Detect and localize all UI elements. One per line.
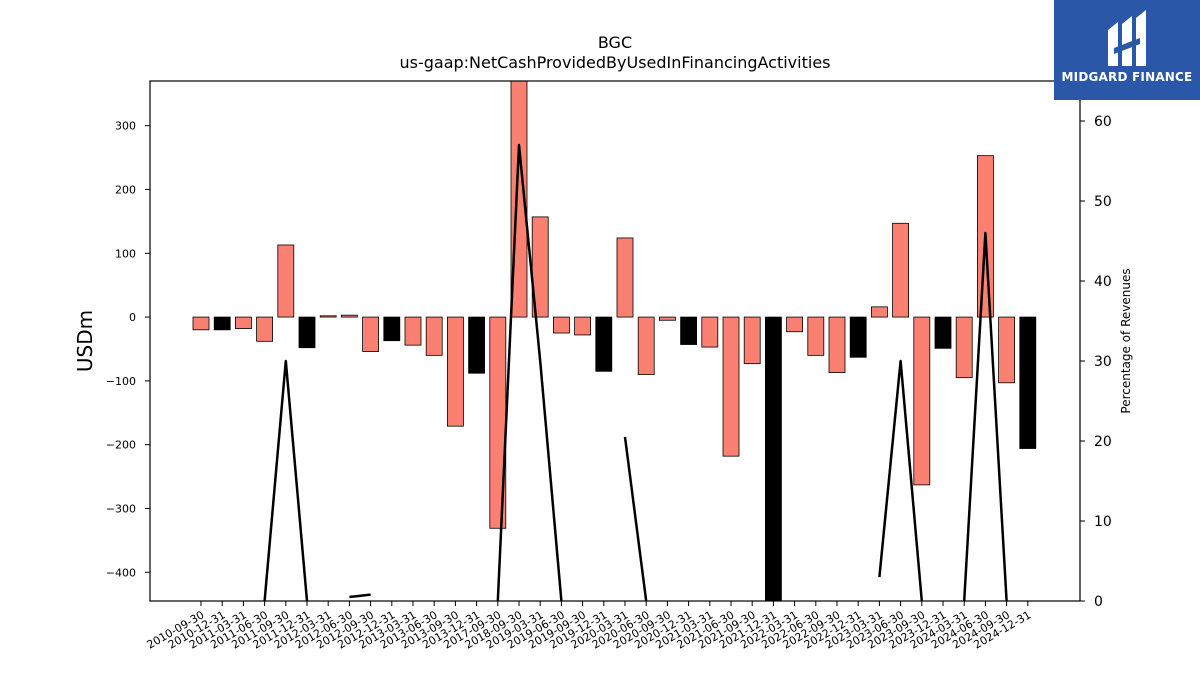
bar	[234, 316, 252, 329]
chart-title: BGC	[598, 33, 632, 52]
x-axis: 2010-09-302010-12-312011-03-312011-06-30…	[145, 601, 1033, 652]
bar	[1019, 316, 1037, 449]
logo-text: MIDGARD FINANCE	[1061, 70, 1193, 84]
bar	[743, 316, 761, 365]
y2-tick-label: 40	[1094, 274, 1112, 290]
bars-group	[192, 81, 1037, 601]
bar	[659, 316, 676, 321]
y-tick-label: −200	[106, 439, 136, 452]
y2-tick-label: 20	[1094, 434, 1112, 450]
bar	[955, 316, 973, 379]
bar	[574, 316, 591, 336]
line-group	[263, 143, 1008, 601]
bar	[680, 316, 697, 345]
bar	[913, 316, 931, 486]
revenue-pct-line	[496, 143, 563, 601]
bar	[701, 316, 719, 348]
bar	[722, 316, 740, 457]
bar	[192, 316, 210, 331]
bar	[998, 316, 1015, 384]
bar	[553, 316, 570, 334]
bar	[595, 316, 613, 372]
bar	[277, 244, 295, 318]
y2-tick-label: 50	[1094, 194, 1112, 210]
bar	[807, 316, 825, 356]
chart-subtitle: us-gaap:NetCashProvidedByUsedInFinancing…	[399, 53, 830, 72]
y2-tick-label: 0	[1094, 594, 1103, 610]
y-axis-label: USDm	[73, 310, 97, 372]
revenue-pct-line	[878, 359, 924, 601]
y-tick-label: 300	[115, 120, 136, 133]
bar	[425, 316, 443, 356]
y-tick-label: −100	[106, 375, 136, 388]
y2-tick-label: 30	[1094, 354, 1112, 370]
plot-frame	[149, 80, 1081, 602]
revenue-pct-line	[263, 359, 309, 601]
bar	[468, 316, 486, 374]
y-tick-label: 100	[115, 247, 136, 260]
bar	[934, 316, 952, 349]
bar	[828, 316, 846, 373]
bar	[319, 315, 337, 318]
bar	[892, 222, 909, 318]
y2-tick-label: 60	[1094, 114, 1112, 130]
bar	[871, 306, 888, 318]
bar	[637, 316, 655, 375]
revenue-pct-line	[349, 593, 371, 599]
bar	[510, 81, 528, 318]
y-tick-label: 200	[115, 183, 136, 196]
revenue-pct-line	[623, 436, 648, 601]
bar	[765, 316, 782, 601]
bar	[446, 316, 464, 427]
y2-axis-label: Percentage of Revenues	[1119, 268, 1133, 413]
bar	[616, 237, 634, 318]
y-axis-right: 0 10 20 30 40 50 60	[1080, 114, 1112, 610]
bar	[404, 316, 422, 346]
bar	[256, 316, 274, 342]
bar	[340, 314, 358, 318]
midgard-logo-icon	[1108, 10, 1146, 66]
revenue-pct-line	[962, 231, 1008, 601]
midgard-finance-logo: MIDGARD FINANCE	[1054, 0, 1200, 100]
bar	[298, 316, 316, 349]
bar	[213, 316, 231, 331]
bar	[849, 316, 867, 358]
bar	[383, 316, 401, 342]
y-tick-label: 0	[129, 311, 136, 324]
y-tick-label: −400	[106, 566, 136, 579]
bar	[786, 316, 803, 333]
y-tick-label: −300	[106, 502, 136, 515]
y2-tick-label: 10	[1094, 514, 1112, 530]
bar	[362, 316, 380, 352]
y-axis-left: 300 200 100 0 −100 −200 −300 −400	[106, 120, 150, 579]
